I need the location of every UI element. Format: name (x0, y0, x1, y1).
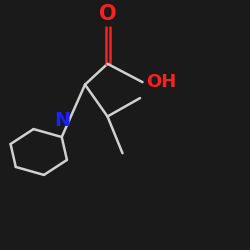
Text: O: O (99, 4, 116, 24)
Text: OH: OH (146, 73, 176, 91)
Text: N: N (54, 111, 71, 130)
